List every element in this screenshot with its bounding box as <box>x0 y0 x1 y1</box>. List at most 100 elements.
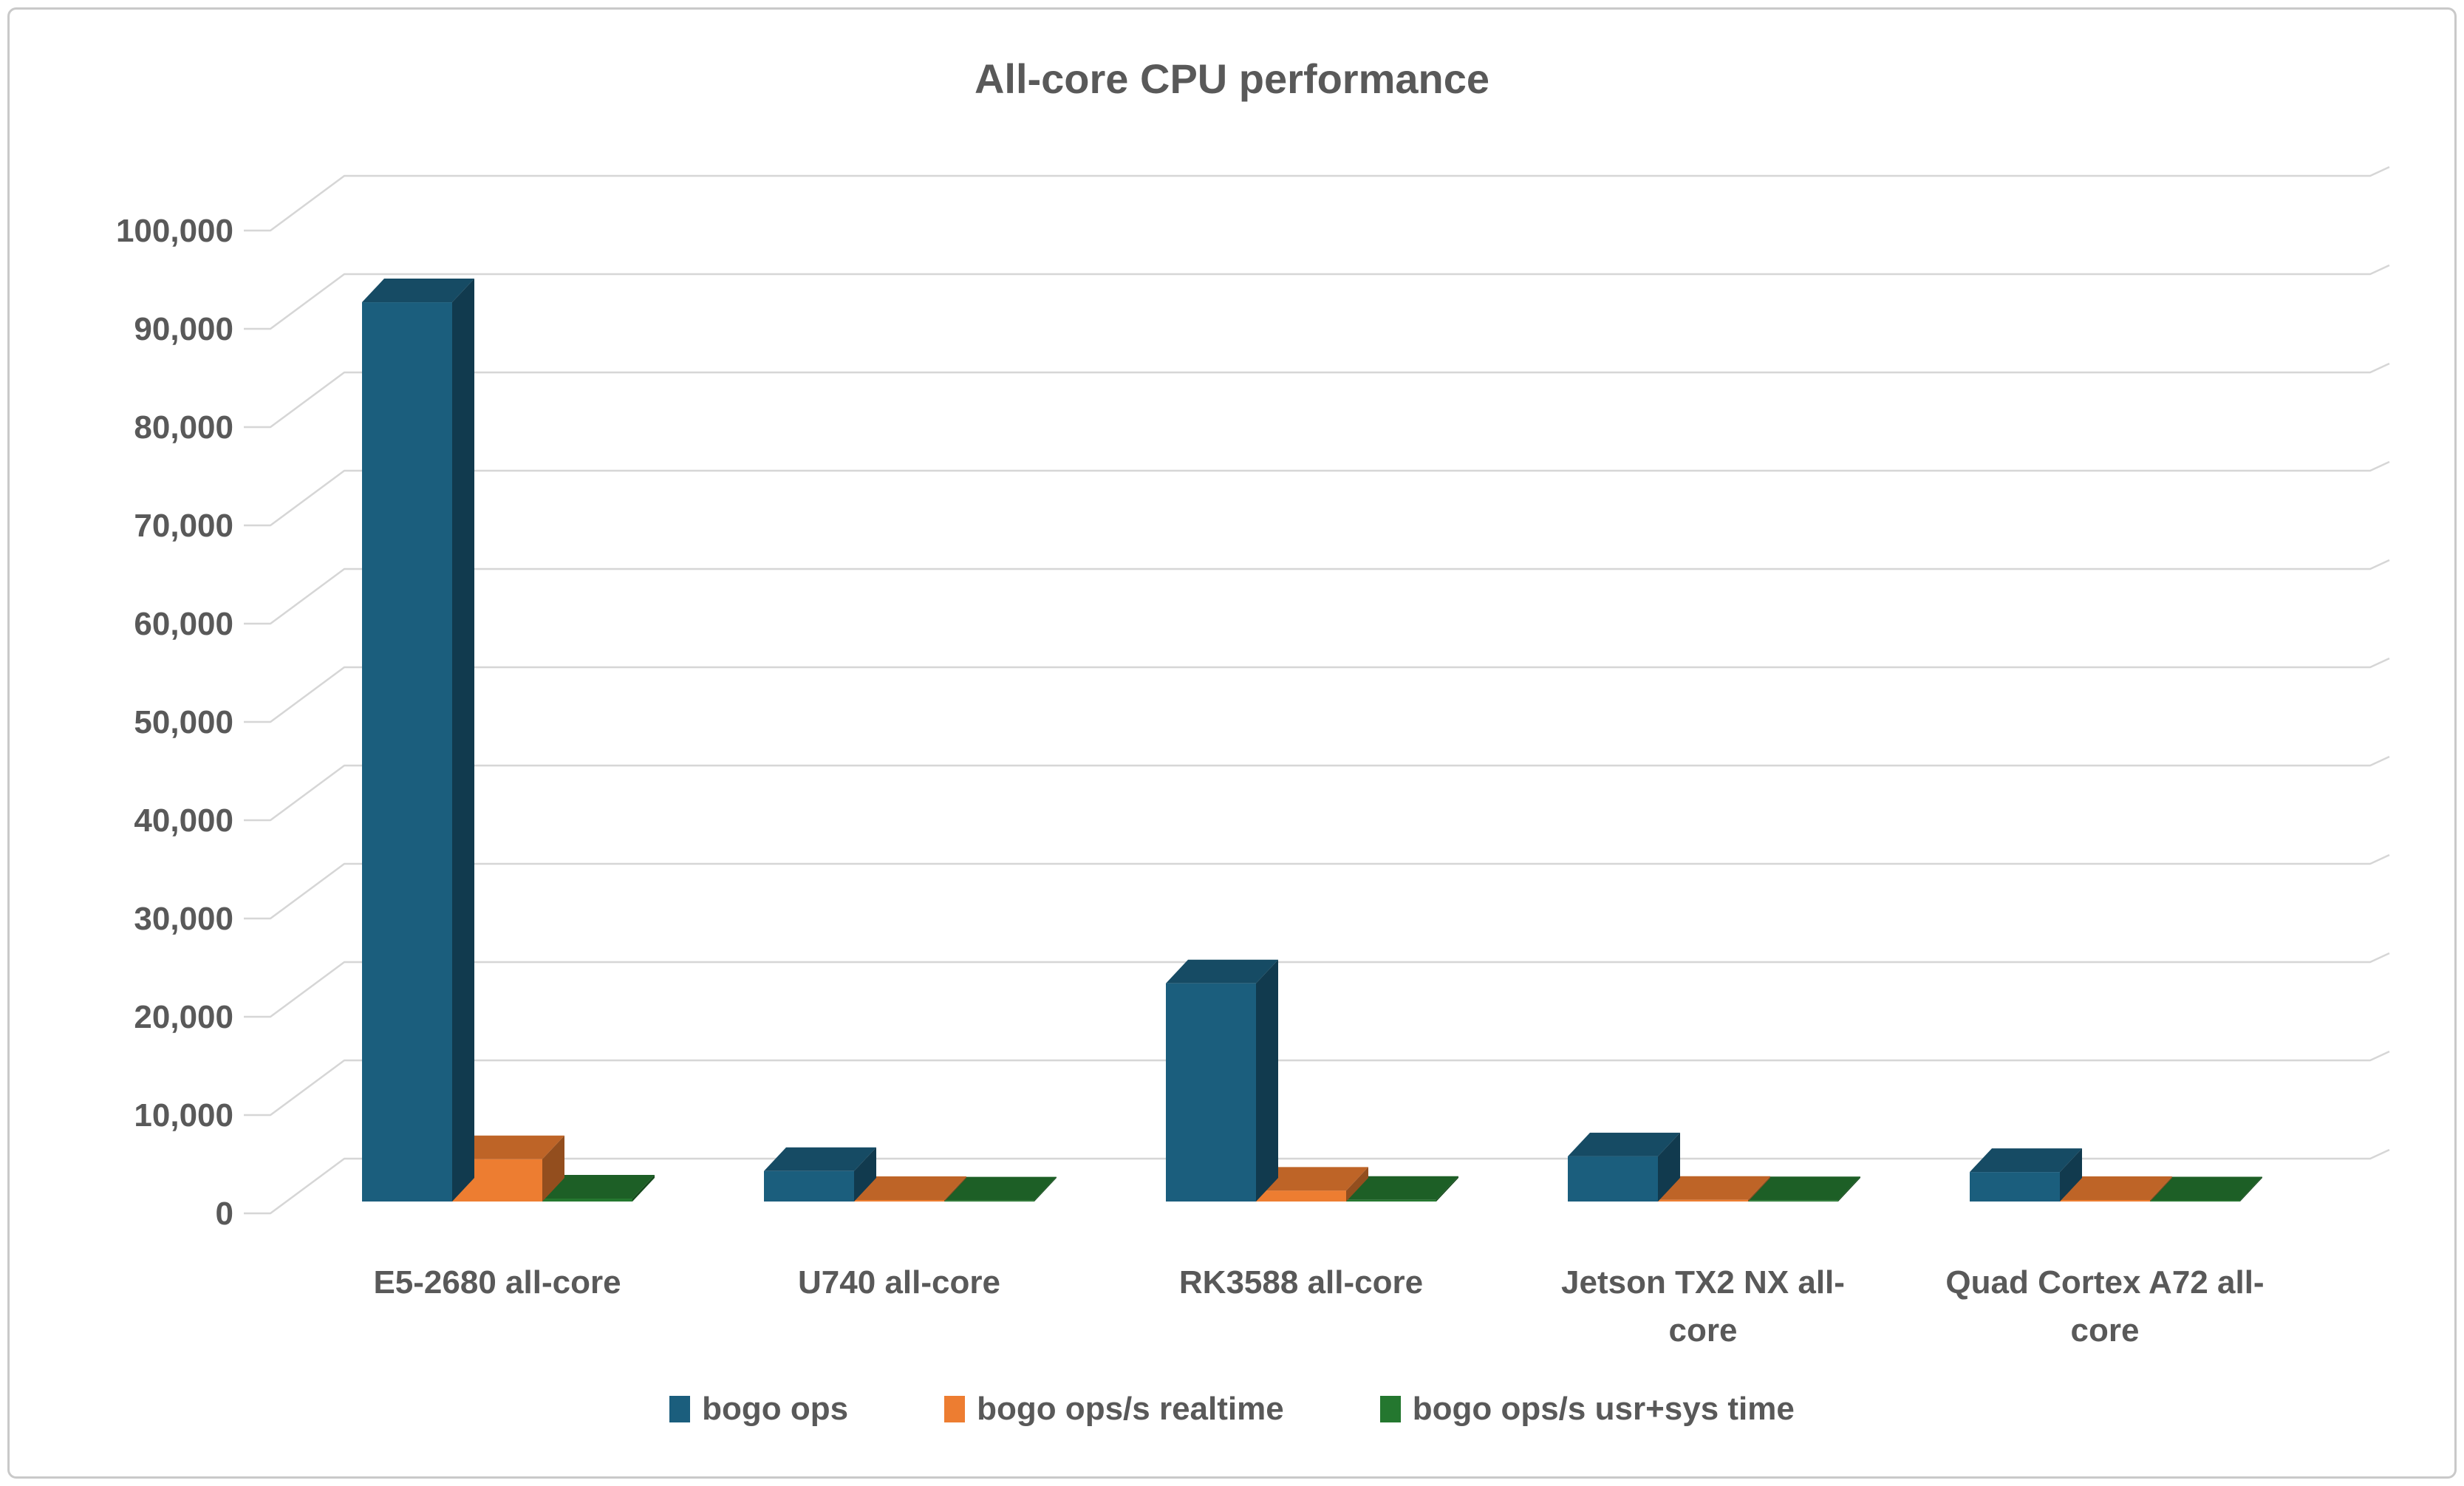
chart-title: All-core CPU performance <box>974 55 1490 102</box>
bar-bogo-ops-s-usr-sys-time-rk3588-all-core <box>1346 1176 1458 1202</box>
bar-bogo-ops-s-usr-sys-time-u740-all-core <box>944 1176 1057 1202</box>
bar-bogo-ops-s-usr-sys-time-quad-cortex-a72-all-core <box>2150 1176 2262 1202</box>
bar-front-face <box>1658 1199 1748 1202</box>
gridline-20-000 <box>244 952 2390 1018</box>
gridline-90-000 <box>244 264 2390 330</box>
y-axis-labels: 0 10,000 20,000 30,000 40,000 50,000 60,000 70,… <box>116 213 233 1232</box>
legend-item-bogo-ops-s-usr-sys-time: bogo ops/s usr+sys time <box>1379 1391 1795 1428</box>
legend-label-bogo-ops: bogo ops <box>702 1391 849 1427</box>
x-category-label-u740-all-core: U740 all-core <box>798 1264 1000 1301</box>
bar-bogo-ops-e5-2680-all-core <box>362 279 474 1202</box>
bar-bogo-ops-s-usr-sys-time-e5-2680-all-core <box>542 1175 655 1202</box>
y-tick-label-50-000: 50,000 <box>134 704 233 740</box>
y-tick-label-70-000: 70,000 <box>134 508 233 544</box>
bar-bogo-ops-s-realtime-quad-cortex-a72-all-core <box>2060 1176 2172 1202</box>
bar-bogo-ops-s-realtime-jetson-tx2-nx-all-core <box>1658 1176 1770 1202</box>
gridline-60-000 <box>244 559 2390 625</box>
bar-front-face <box>1748 1200 1838 1202</box>
bar-front-face <box>1256 1190 1346 1202</box>
bar-side-face <box>1256 959 1278 1202</box>
bar-side-face <box>542 1135 564 1202</box>
bar-side-face <box>1658 1132 1680 1202</box>
bar-front-face <box>1166 983 1256 1202</box>
bar-front-face <box>2150 1200 2240 1202</box>
legend-swatch-bogo-ops-s-usr-sys-time-icon <box>1379 1396 1401 1422</box>
y-tick-label-40-000: 40,000 <box>134 802 233 839</box>
legend-item-bogo-ops: bogo ops <box>669 1391 848 1428</box>
bar-top-face <box>1658 1176 1770 1200</box>
bar-top-face <box>764 1147 876 1171</box>
bar-side-face <box>1436 1176 1458 1202</box>
bar-front-face <box>2060 1200 2150 1202</box>
gridline-10-000 <box>244 1050 2390 1117</box>
bar-top-face <box>1748 1176 1860 1201</box>
bar-top-face <box>1970 1148 2082 1173</box>
bar-top-face <box>1346 1176 1458 1200</box>
bar-bogo-ops-jetson-tx2-nx-all-core <box>1568 1132 1680 1202</box>
bar-front-face <box>854 1200 944 1202</box>
y-tick-label-90-000: 90,000 <box>134 311 233 347</box>
y-tick-label-80-000: 80,000 <box>134 409 233 446</box>
legend-swatch-bogo-ops-s-realtime-icon <box>944 1396 966 1422</box>
legend-item-bogo-ops-s-realtime: bogo ops/s realtime <box>944 1391 1284 1428</box>
gridline-80-000 <box>244 362 2390 429</box>
gridline-0 <box>244 1148 2390 1215</box>
bar-side-face <box>1838 1176 1860 1202</box>
bar-side-face <box>2240 1176 2262 1202</box>
bar-side-face <box>2150 1176 2172 1202</box>
bar-top-face <box>1256 1167 1368 1191</box>
bar-top-face <box>2150 1176 2262 1201</box>
bar-top-face <box>362 279 474 303</box>
bar-side-face <box>2060 1148 2082 1202</box>
bar-top-face <box>854 1176 966 1201</box>
bar-bogo-ops-rk3588-all-core <box>1166 959 1278 1202</box>
bar-top-face <box>542 1175 655 1199</box>
bar-side-face <box>452 279 474 1202</box>
y-tick-label-10-000: 10,000 <box>134 1097 233 1134</box>
gridline-40-000 <box>244 755 2390 822</box>
bar-bogo-ops-s-realtime-u740-all-core <box>854 1176 966 1202</box>
legend-swatch-bogo-ops-icon <box>669 1396 691 1422</box>
bar-side-face <box>854 1147 876 1202</box>
gridline-30-000 <box>244 853 2390 920</box>
legend-label-bogo-ops-s-usr-sys-time: bogo ops/s usr+sys time <box>1412 1391 1795 1427</box>
bar-front-face <box>1568 1156 1658 1202</box>
bar-bogo-ops-u740-all-core <box>764 1147 876 1202</box>
x-category-label-quad-cortex-a72-all-core: Quad Cortex A72 all-core <box>1945 1264 2264 1349</box>
gridline-50-000 <box>244 657 2390 723</box>
bar-front-face <box>362 302 452 1202</box>
bar-bogo-ops-quad-cortex-a72-all-core <box>1970 1148 2082 1202</box>
bar-bogo-ops-s-realtime-rk3588-all-core <box>1256 1167 1368 1202</box>
y-tick-label-20-000: 20,000 <box>134 999 233 1035</box>
bar-side-face <box>1034 1176 1057 1202</box>
x-axis-labels: E5-2680 all-core U740 all-core RK3588 all-… <box>373 1264 2264 1349</box>
bar-front-face <box>542 1199 632 1202</box>
bar-front-face <box>764 1170 854 1202</box>
bar-front-face <box>944 1200 1034 1202</box>
bar-side-face <box>1748 1176 1770 1202</box>
legend-label-bogo-ops-s-realtime: bogo ops/s realtime <box>977 1391 1284 1427</box>
bar-front-face <box>1970 1172 2060 1202</box>
x-category-label-rk3588-all-core: RK3588 all-core <box>1179 1264 1423 1301</box>
gridline-100-000 <box>244 166 2390 232</box>
bar-side-face <box>632 1175 655 1202</box>
bar-front-face <box>1346 1199 1436 1202</box>
y-tick-label-0: 0 <box>216 1196 233 1232</box>
bars <box>362 279 2262 1202</box>
y-tick-label-100-000: 100,000 <box>116 213 233 249</box>
bar-side-face <box>944 1176 966 1202</box>
bar-top-face <box>944 1176 1057 1201</box>
bar-top-face <box>2060 1176 2172 1201</box>
bar-top-face <box>1568 1132 1680 1156</box>
y-tick-label-60-000: 60,000 <box>134 606 233 642</box>
gridline-70-000 <box>244 460 2390 527</box>
y-tick-label-30-000: 30,000 <box>134 901 233 937</box>
bar-top-face <box>1166 959 1278 984</box>
x-category-label-e5-2680-all-core: E5-2680 all-core <box>373 1264 621 1301</box>
bar-side-face <box>1346 1167 1368 1202</box>
gridlines <box>244 166 2390 1215</box>
legend: bogo ops bogo ops/s realtime bogo ops/s … <box>0 1391 2464 1428</box>
x-category-label-jetson-tx2-nx-all-core: Jetson TX2 NX all-core <box>1561 1264 1845 1349</box>
